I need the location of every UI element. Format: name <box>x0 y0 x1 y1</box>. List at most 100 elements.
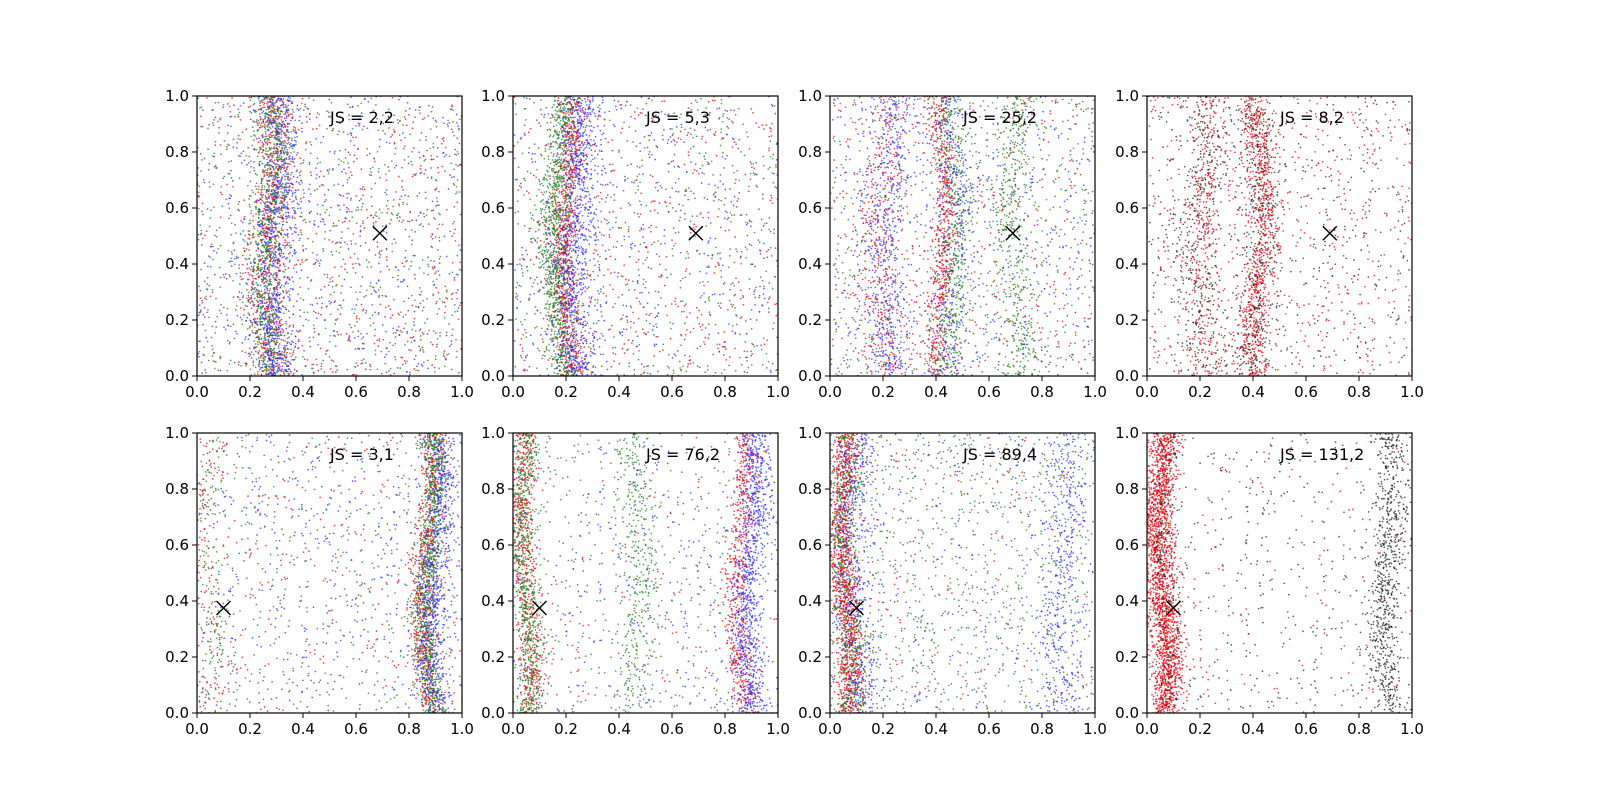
scatter-point <box>275 298 278 301</box>
scatter-point <box>293 206 295 209</box>
scatter-point <box>277 188 280 190</box>
scatter-point <box>570 287 572 290</box>
scatter-point <box>226 103 229 105</box>
scatter-point <box>255 281 258 284</box>
scatter-point <box>743 350 746 353</box>
scatter-point <box>340 160 343 162</box>
scatter-point <box>285 308 288 311</box>
scatter-point <box>334 150 336 153</box>
scatter-point <box>437 291 440 294</box>
scatter-point <box>270 214 273 217</box>
scatter-point <box>639 112 642 114</box>
scatter-point <box>432 268 435 270</box>
scatter-point <box>456 350 458 353</box>
scatter-point <box>432 209 435 212</box>
scatter-point <box>271 331 273 334</box>
scatter-point <box>215 252 218 254</box>
scatter-point <box>450 343 453 346</box>
scatter-point <box>279 293 282 295</box>
scatter-point <box>328 356 331 358</box>
scatter-point <box>274 167 277 169</box>
scatter-point <box>301 261 304 264</box>
scatter-point <box>245 282 248 284</box>
scatter-point <box>270 252 273 255</box>
scatter-point <box>403 359 406 362</box>
scatter-point <box>320 141 322 144</box>
scatter-point <box>268 250 271 253</box>
scatter-point <box>231 179 234 182</box>
scatter-point <box>583 346 586 348</box>
scatter-point <box>363 188 366 191</box>
scatter-point <box>404 249 407 252</box>
scatter-point <box>354 324 356 327</box>
scatter-point <box>268 223 270 226</box>
scatter-point <box>272 152 275 155</box>
scatter-point <box>361 276 364 278</box>
scatter-point <box>245 363 248 365</box>
scatter-point <box>636 165 639 168</box>
scatter-point <box>198 304 201 307</box>
scatter-point <box>262 143 265 145</box>
scatter-point <box>266 254 269 256</box>
scatter-point <box>627 228 630 231</box>
scatter-point <box>385 193 388 196</box>
scatter-point <box>264 204 267 207</box>
scatter-point <box>281 100 283 102</box>
scatter-point <box>346 179 349 181</box>
scatter-point <box>276 184 278 187</box>
scatter-point <box>232 279 234 282</box>
scatter-point <box>455 122 458 124</box>
scatter-point <box>229 197 231 200</box>
scatter-point <box>432 142 435 145</box>
scatter-point <box>299 237 301 240</box>
scatter-point <box>573 124 576 126</box>
scatter-point <box>363 125 365 128</box>
scatter-point <box>288 244 290 247</box>
scatter-point <box>380 372 383 375</box>
scatter-point <box>204 234 206 237</box>
scatter-point <box>568 325 570 328</box>
scatter-point <box>344 172 347 175</box>
scatter-point <box>552 114 554 117</box>
scatter-point <box>318 176 321 178</box>
scatter-point <box>197 207 200 210</box>
scatter-point <box>316 112 319 114</box>
scatter-point <box>325 350 328 352</box>
scatter-point <box>251 189 253 192</box>
scatter-point <box>287 131 290 133</box>
scatter-point <box>351 216 354 219</box>
scatter-point <box>288 336 291 338</box>
scatter-point <box>243 199 246 201</box>
scatter-point <box>435 205 437 207</box>
scatter-point <box>233 249 236 252</box>
scatter-point <box>263 311 266 314</box>
scatter-point <box>267 118 270 121</box>
scatter-point <box>283 158 285 161</box>
scatter-point <box>396 214 399 216</box>
scatter-point <box>264 235 267 238</box>
scatter-point <box>419 349 422 352</box>
scatter-point <box>231 260 233 263</box>
scatter-point <box>299 183 301 186</box>
scatter-point <box>220 312 222 315</box>
scatter-point <box>415 365 418 368</box>
scatter-point <box>275 192 278 195</box>
scatter-point <box>291 160 294 163</box>
scatter-point <box>653 241 655 244</box>
scatter-point <box>230 233 232 236</box>
scatter-point <box>263 262 266 264</box>
scatter-point <box>279 123 282 126</box>
scatter-point <box>407 309 410 312</box>
scatter-point <box>350 134 353 137</box>
scatter-point <box>239 155 242 158</box>
scatter-point <box>266 231 269 233</box>
scatter-point <box>270 257 273 260</box>
scatter-point <box>331 280 334 283</box>
scatter-point <box>285 111 287 114</box>
scatter-point <box>264 195 267 197</box>
scatter-point <box>299 174 301 177</box>
scatter-point <box>313 331 316 333</box>
scatter-point <box>276 258 279 261</box>
scatter-point <box>370 265 373 268</box>
scatter-point <box>290 189 293 192</box>
